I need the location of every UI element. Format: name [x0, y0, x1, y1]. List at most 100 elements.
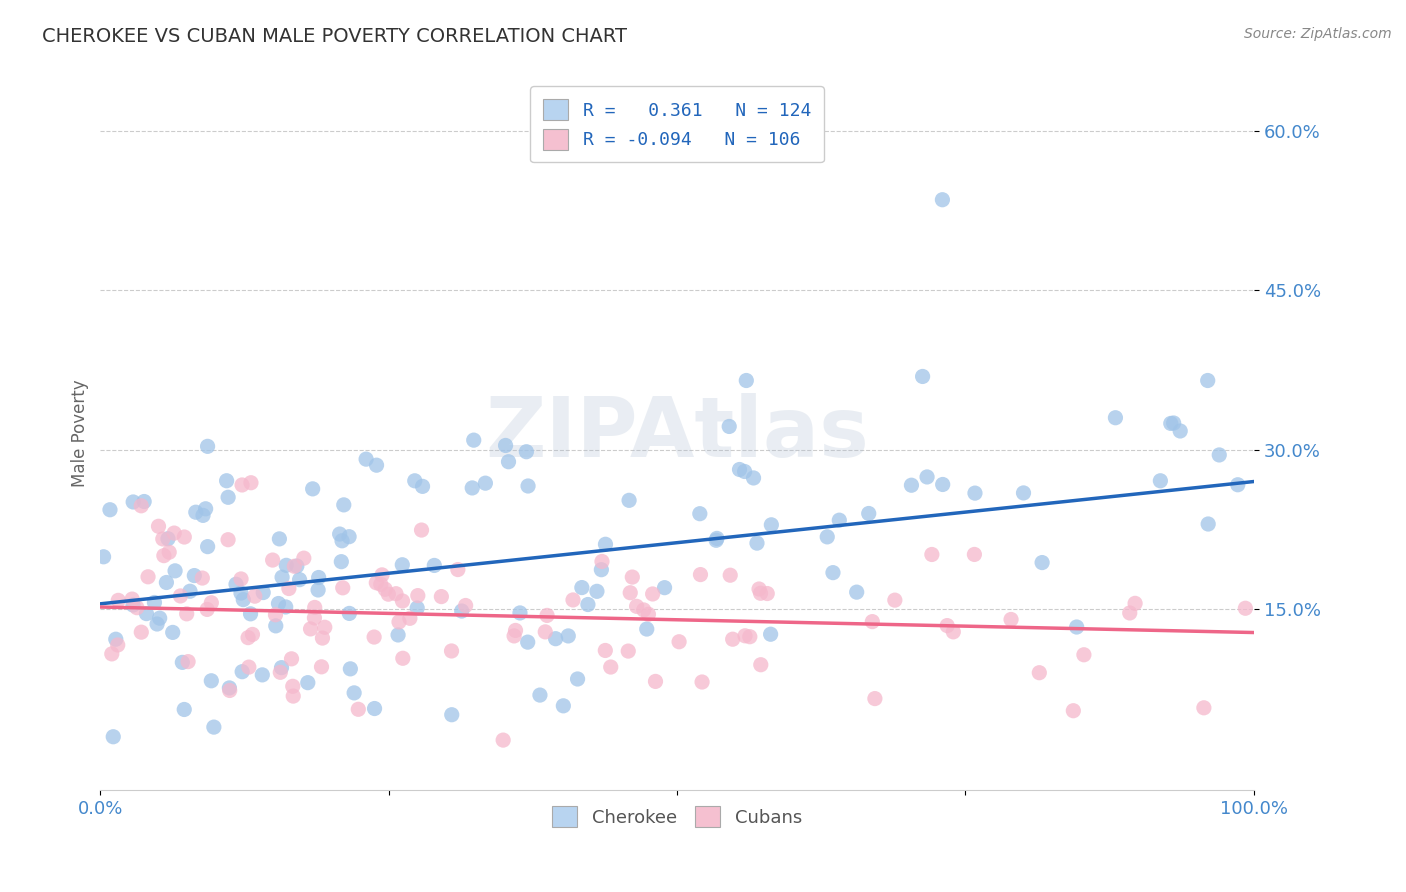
Point: [314, 620, 336, 634]
Point: [104, 632, 127, 647]
Point: [391, 558, 413, 572]
Point: [1000, 612, 1022, 626]
Point: [450, 604, 472, 618]
Point: [225, 577, 247, 591]
Point: [107, 638, 129, 652]
Point: [243, 589, 266, 603]
Point: [354, 452, 377, 467]
Point: [163, 526, 186, 541]
Point: [215, 474, 238, 488]
Point: [963, 486, 986, 500]
Point: [505, 624, 527, 638]
Point: [571, 581, 593, 595]
Point: [252, 585, 274, 599]
Point: [200, 596, 222, 610]
Point: [101, 647, 124, 661]
Point: [617, 493, 640, 508]
Point: [718, 419, 741, 434]
Point: [93, 549, 115, 564]
Point: [509, 606, 531, 620]
Point: [749, 586, 772, 600]
Point: [125, 600, 148, 615]
Point: [238, 660, 260, 674]
Point: [644, 674, 666, 689]
Point: [218, 681, 240, 695]
Point: [371, 567, 394, 582]
Point: [304, 611, 326, 625]
Point: [155, 575, 177, 590]
Point: [191, 508, 214, 523]
Point: [98, 502, 121, 516]
Point: [288, 573, 311, 587]
Point: [377, 587, 399, 601]
Point: [391, 651, 413, 665]
Point: [463, 433, 485, 447]
Point: [654, 581, 676, 595]
Point: [399, 611, 422, 625]
Point: [217, 490, 239, 504]
Point: [146, 617, 169, 632]
Point: [152, 532, 174, 546]
Point: [269, 532, 291, 546]
Point: [197, 439, 219, 453]
Point: [292, 551, 315, 566]
Point: [232, 592, 254, 607]
Point: [308, 570, 330, 584]
Point: [576, 598, 599, 612]
Point: [202, 720, 225, 734]
Point: [153, 549, 176, 563]
Point: [277, 582, 299, 596]
Point: [337, 607, 360, 621]
Point: [474, 476, 496, 491]
Point: [936, 618, 959, 632]
Point: [307, 582, 329, 597]
Point: [721, 632, 744, 647]
Point: [742, 471, 765, 485]
Point: [264, 619, 287, 633]
Point: [176, 607, 198, 621]
Point: [1028, 665, 1050, 680]
Point: [821, 566, 844, 580]
Point: [495, 438, 517, 452]
Point: [586, 584, 609, 599]
Legend: Cherokee, Cubans: Cherokee, Cubans: [546, 799, 810, 834]
Point: [157, 545, 180, 559]
Point: [1031, 556, 1053, 570]
Point: [557, 629, 579, 643]
Point: [217, 533, 239, 547]
Point: [430, 590, 453, 604]
Point: [388, 615, 411, 629]
Point: [517, 479, 540, 493]
Point: [194, 501, 217, 516]
Point: [1168, 424, 1191, 438]
Point: [122, 598, 145, 612]
Point: [529, 688, 551, 702]
Point: [107, 593, 129, 607]
Point: [595, 643, 617, 657]
Point: [271, 570, 294, 584]
Point: [366, 458, 388, 473]
Point: [229, 586, 252, 600]
Point: [1226, 477, 1249, 491]
Point: [330, 533, 353, 548]
Point: [503, 629, 526, 643]
Point: [516, 635, 538, 649]
Point: [738, 630, 761, 644]
Point: [1123, 596, 1146, 610]
Point: [931, 193, 953, 207]
Point: [121, 592, 143, 607]
Point: [406, 589, 429, 603]
Point: [749, 657, 772, 672]
Point: [262, 553, 284, 567]
Point: [191, 571, 214, 585]
Point: [1160, 417, 1182, 431]
Point: [595, 537, 617, 551]
Point: [274, 599, 297, 614]
Point: [236, 631, 259, 645]
Point: [756, 586, 779, 600]
Point: [283, 689, 305, 703]
Point: [633, 603, 655, 617]
Point: [900, 478, 922, 492]
Point: [828, 513, 851, 527]
Point: [423, 558, 446, 573]
